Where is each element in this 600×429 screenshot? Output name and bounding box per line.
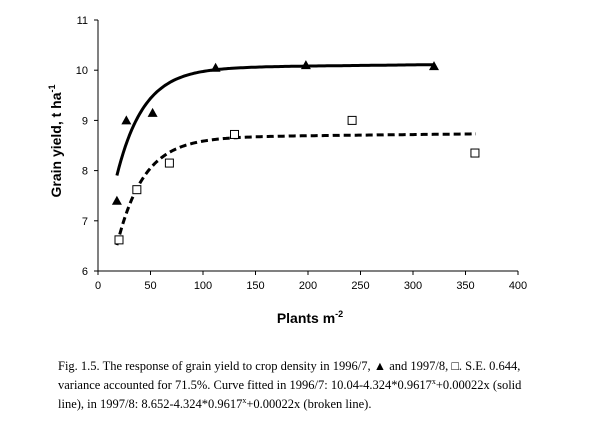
x-tick-label: 100 [194,280,212,292]
triangle-point-icon [210,62,221,72]
y-tick-label: 10 [76,65,88,77]
x-tick-label: 350 [456,280,474,292]
x-tick-label: 0 [95,280,101,292]
triangle-point-icon [147,107,158,117]
x-tick-label: 250 [351,280,369,292]
y-tick-label: 7 [82,216,88,228]
x-tick-label: 400 [509,280,527,292]
triangle-point-icon [111,195,122,205]
fitted-curves [115,63,476,246]
y-ticks: 6 7 8 9 10 11 [76,15,98,278]
caption-line-1: Fig. 1.5. The response of grain yield to… [58,359,521,373]
y-tick-label: 11 [77,15,88,27]
fitted-curve-1 [115,63,434,176]
data-points [111,60,480,245]
grain-yield-chart: 0 50 100 150 200 250 300 350 400 6 7 8 9 10 11 Plants… [47,15,527,326]
square-point-icon [164,158,174,168]
caption-line-2: variance accounted for 71.5%. Curve fitt… [58,377,522,393]
y-tick-label: 6 [82,266,88,278]
triangle-point-icon [429,61,439,71]
y-axis-title: Grain yield, t ha-1 [47,84,64,197]
y-tick-label: 9 [82,115,88,127]
square-marker-icon: □ [451,359,459,373]
caption-line-3: line), in 1997/8: 8.652-4.324*0.9617x+0.… [58,396,372,412]
x-ticks: 0 50 100 150 200 250 300 350 400 [95,271,527,292]
y-tick-label: 8 [82,166,88,178]
x-tick-label: 300 [404,280,422,292]
triangle-point-icon [300,60,311,70]
square-point-icon [470,148,480,158]
x-axis-title: Plants m-2 [277,309,343,326]
triangle-marker-icon: ▲ [373,359,387,373]
square-point-icon [347,115,357,125]
triangle-point-icon [121,115,132,125]
x-tick-label: 50 [144,280,156,292]
fitted-curve-2 [115,132,476,246]
square-point-icon [132,185,142,195]
square-point-icon [230,129,239,139]
square-point-icon [114,235,124,245]
x-tick-label: 150 [246,280,264,292]
figure-caption: Fig. 1.5. The response of grain yield to… [58,359,594,412]
axes [97,20,518,272]
x-tick-label: 200 [299,280,317,292]
